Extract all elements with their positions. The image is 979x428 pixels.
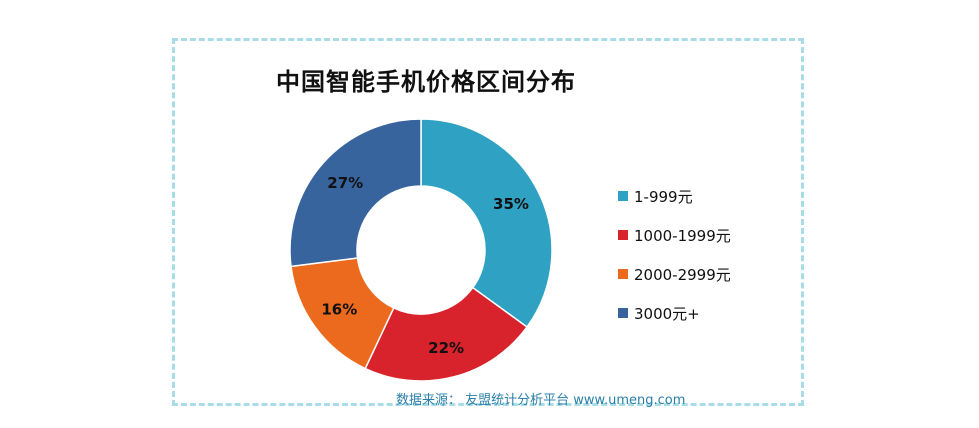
donut-label-1000-1999: 22% [428,339,464,357]
legend-item-3000-plus: 3000元+ [618,303,731,323]
chart-title: 中国智能手机价格区间分布 [276,68,576,96]
donut-label-3000-plus: 27% [327,174,363,192]
chart-frame [172,38,804,406]
legend-label-3000-plus: 3000元+ [634,304,700,323]
donut-label-2000-2999: 16% [321,300,357,318]
legend-label-2000-2999: 2000-2999元 [634,265,731,284]
donut-slice-1-999 [420,118,553,329]
donut-slice-1000-1999 [364,286,529,382]
legend-item-2000-2999: 2000-2999元 [618,264,731,284]
legend-swatch-1-999 [618,191,628,201]
chart-legend: 1-999元 1000-1999元 2000-2999元 3000元+ [618,186,731,342]
legend-item-1-999: 1-999元 [618,186,731,206]
legend-label-1-999: 1-999元 [634,187,693,206]
legend-swatch-3000-plus [618,308,628,318]
donut-slice-3000-plus [289,118,422,268]
data-source-note: 数据来源： 友盟统计分析平台 www.umeng.com [396,393,686,408]
legend-item-1000-1999: 1000-1999元 [618,225,731,245]
legend-swatch-2000-2999 [618,269,628,279]
donut-label-1-999: 35% [493,195,529,213]
legend-swatch-1000-1999 [618,230,628,240]
legend-label-1000-1999: 1000-1999元 [634,226,731,245]
